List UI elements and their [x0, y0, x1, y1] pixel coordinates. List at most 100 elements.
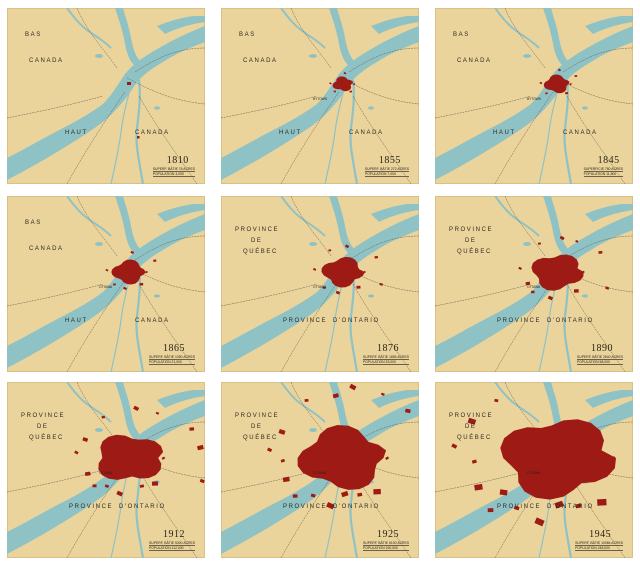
year-label: 1890: [591, 342, 614, 354]
population-stat: POPULATION 150,000: [363, 546, 409, 551]
rideau-canal: [538, 85, 560, 184]
lake: [154, 106, 160, 110]
year-label: 1845: [597, 154, 620, 166]
urban-core: [531, 254, 584, 291]
lake: [523, 54, 531, 58]
urban-patch: [574, 74, 578, 77]
urban-patch: [499, 489, 508, 496]
region-label: PROVINCE: [449, 413, 494, 419]
population-stat: POPULATION 248,000: [575, 546, 623, 551]
urban-patch: [133, 405, 140, 412]
urban-patch: [344, 244, 350, 249]
gatineau-river: [329, 196, 355, 254]
road-line: [348, 235, 419, 261]
urban-patch: [326, 502, 335, 510]
region-label: D'ONTARIO: [547, 504, 594, 510]
map-panel-1876: PROVINCE DE QUÉBEC PROVINCE D'ONTARIO OTTAWA 1…: [221, 196, 419, 372]
gatineau-river: [115, 196, 141, 254]
urban-patch: [557, 68, 561, 72]
urban-patch: [329, 82, 332, 85]
urban-patch: [127, 82, 131, 85]
lake: [154, 294, 160, 298]
urban-patch: [105, 268, 109, 272]
urban-patch: [123, 286, 128, 291]
urban-core: [500, 419, 616, 500]
ottawa-river: [7, 214, 205, 368]
urban-patch: [199, 478, 205, 484]
map-drawing: [221, 8, 419, 184]
urban-patch: [104, 484, 110, 488]
region-label: D'ONTARIO: [547, 318, 594, 324]
place-label: OTTAWA: [99, 285, 113, 289]
urban-patch: [404, 408, 411, 414]
urban-patch: [569, 82, 572, 86]
map-panel-1925: PROVINCE DE QUÉBEC PROVINCE D'ONTARIO OTTAWA 1…: [221, 382, 419, 558]
urban-patch: [474, 483, 483, 491]
river-arm: [371, 204, 419, 222]
urban-patch: [155, 411, 160, 415]
road-line: [504, 8, 546, 69]
region-label: CANADA: [135, 130, 170, 136]
region-label: BAS: [25, 220, 42, 226]
region-label: DE: [251, 238, 263, 244]
rideau-river: [349, 267, 359, 372]
rideau-river: [349, 79, 359, 184]
urban-patch: [341, 490, 349, 498]
road-line: [126, 77, 205, 105]
map-panel-1890: PROVINCE DE QUÉBEC PROVINCE D'ONTARIO OTTAWA 1…: [435, 196, 633, 372]
region-label: QUÉBEC: [457, 435, 492, 441]
map-drawing: [435, 382, 633, 558]
urban-patch: [153, 259, 157, 262]
urban-patch: [130, 250, 135, 255]
urban-patch: [467, 417, 477, 425]
road-line: [435, 95, 532, 119]
road-line: [76, 8, 118, 69]
urban-patch: [611, 456, 616, 461]
region-label: D'ONTARIO: [119, 504, 166, 510]
urban-patch: [310, 493, 316, 498]
road-line: [348, 47, 419, 73]
region-label: CANADA: [349, 130, 384, 136]
rideau-canal: [324, 85, 346, 184]
gatineau-river: [543, 196, 569, 254]
road-line: [290, 8, 332, 69]
urban-area: [329, 71, 356, 93]
urban-patch: [282, 476, 290, 483]
region-label: HAUT: [493, 130, 516, 136]
urban-patch: [82, 437, 89, 442]
rideau-river: [135, 267, 145, 372]
river-arm: [157, 204, 205, 222]
region-label: HAUT: [279, 130, 302, 136]
region-label: CANADA: [29, 58, 64, 64]
place-label: OTTAWA: [313, 471, 327, 475]
region-label: PROVINCE: [235, 413, 280, 419]
road-line: [280, 465, 340, 558]
map-legend: 1810 SUPERF. BÂTIE 76 ACRES POPULATION 3,0…: [152, 155, 195, 177]
region-label: CANADA: [135, 318, 170, 324]
river-arm: [585, 390, 633, 408]
road-line: [66, 91, 126, 184]
urban-patch: [357, 492, 363, 497]
urban-patch: [559, 235, 565, 241]
ottawa-river: [7, 26, 205, 180]
urban-patch: [333, 90, 337, 93]
urban-patch: [278, 429, 286, 435]
rideau-canal: [110, 85, 132, 184]
urban-patch: [113, 283, 116, 286]
road-line: [566, 95, 626, 184]
region-label: DE: [465, 424, 477, 430]
urban-patch: [139, 484, 145, 488]
region-label: PROVINCE: [497, 504, 542, 510]
urban-area: [105, 250, 157, 291]
road-line: [494, 91, 554, 184]
road-line: [280, 91, 340, 184]
population-stat: POPULATION 21,000: [149, 360, 195, 365]
region-label: CANADA: [457, 58, 492, 64]
population-stat: POPULATION 3,000: [152, 172, 195, 177]
urban-patch: [312, 267, 317, 271]
urban-patch: [581, 270, 585, 274]
road-line: [221, 283, 318, 307]
lake: [368, 294, 374, 298]
urban-patch: [494, 398, 499, 403]
road-line: [562, 47, 633, 73]
